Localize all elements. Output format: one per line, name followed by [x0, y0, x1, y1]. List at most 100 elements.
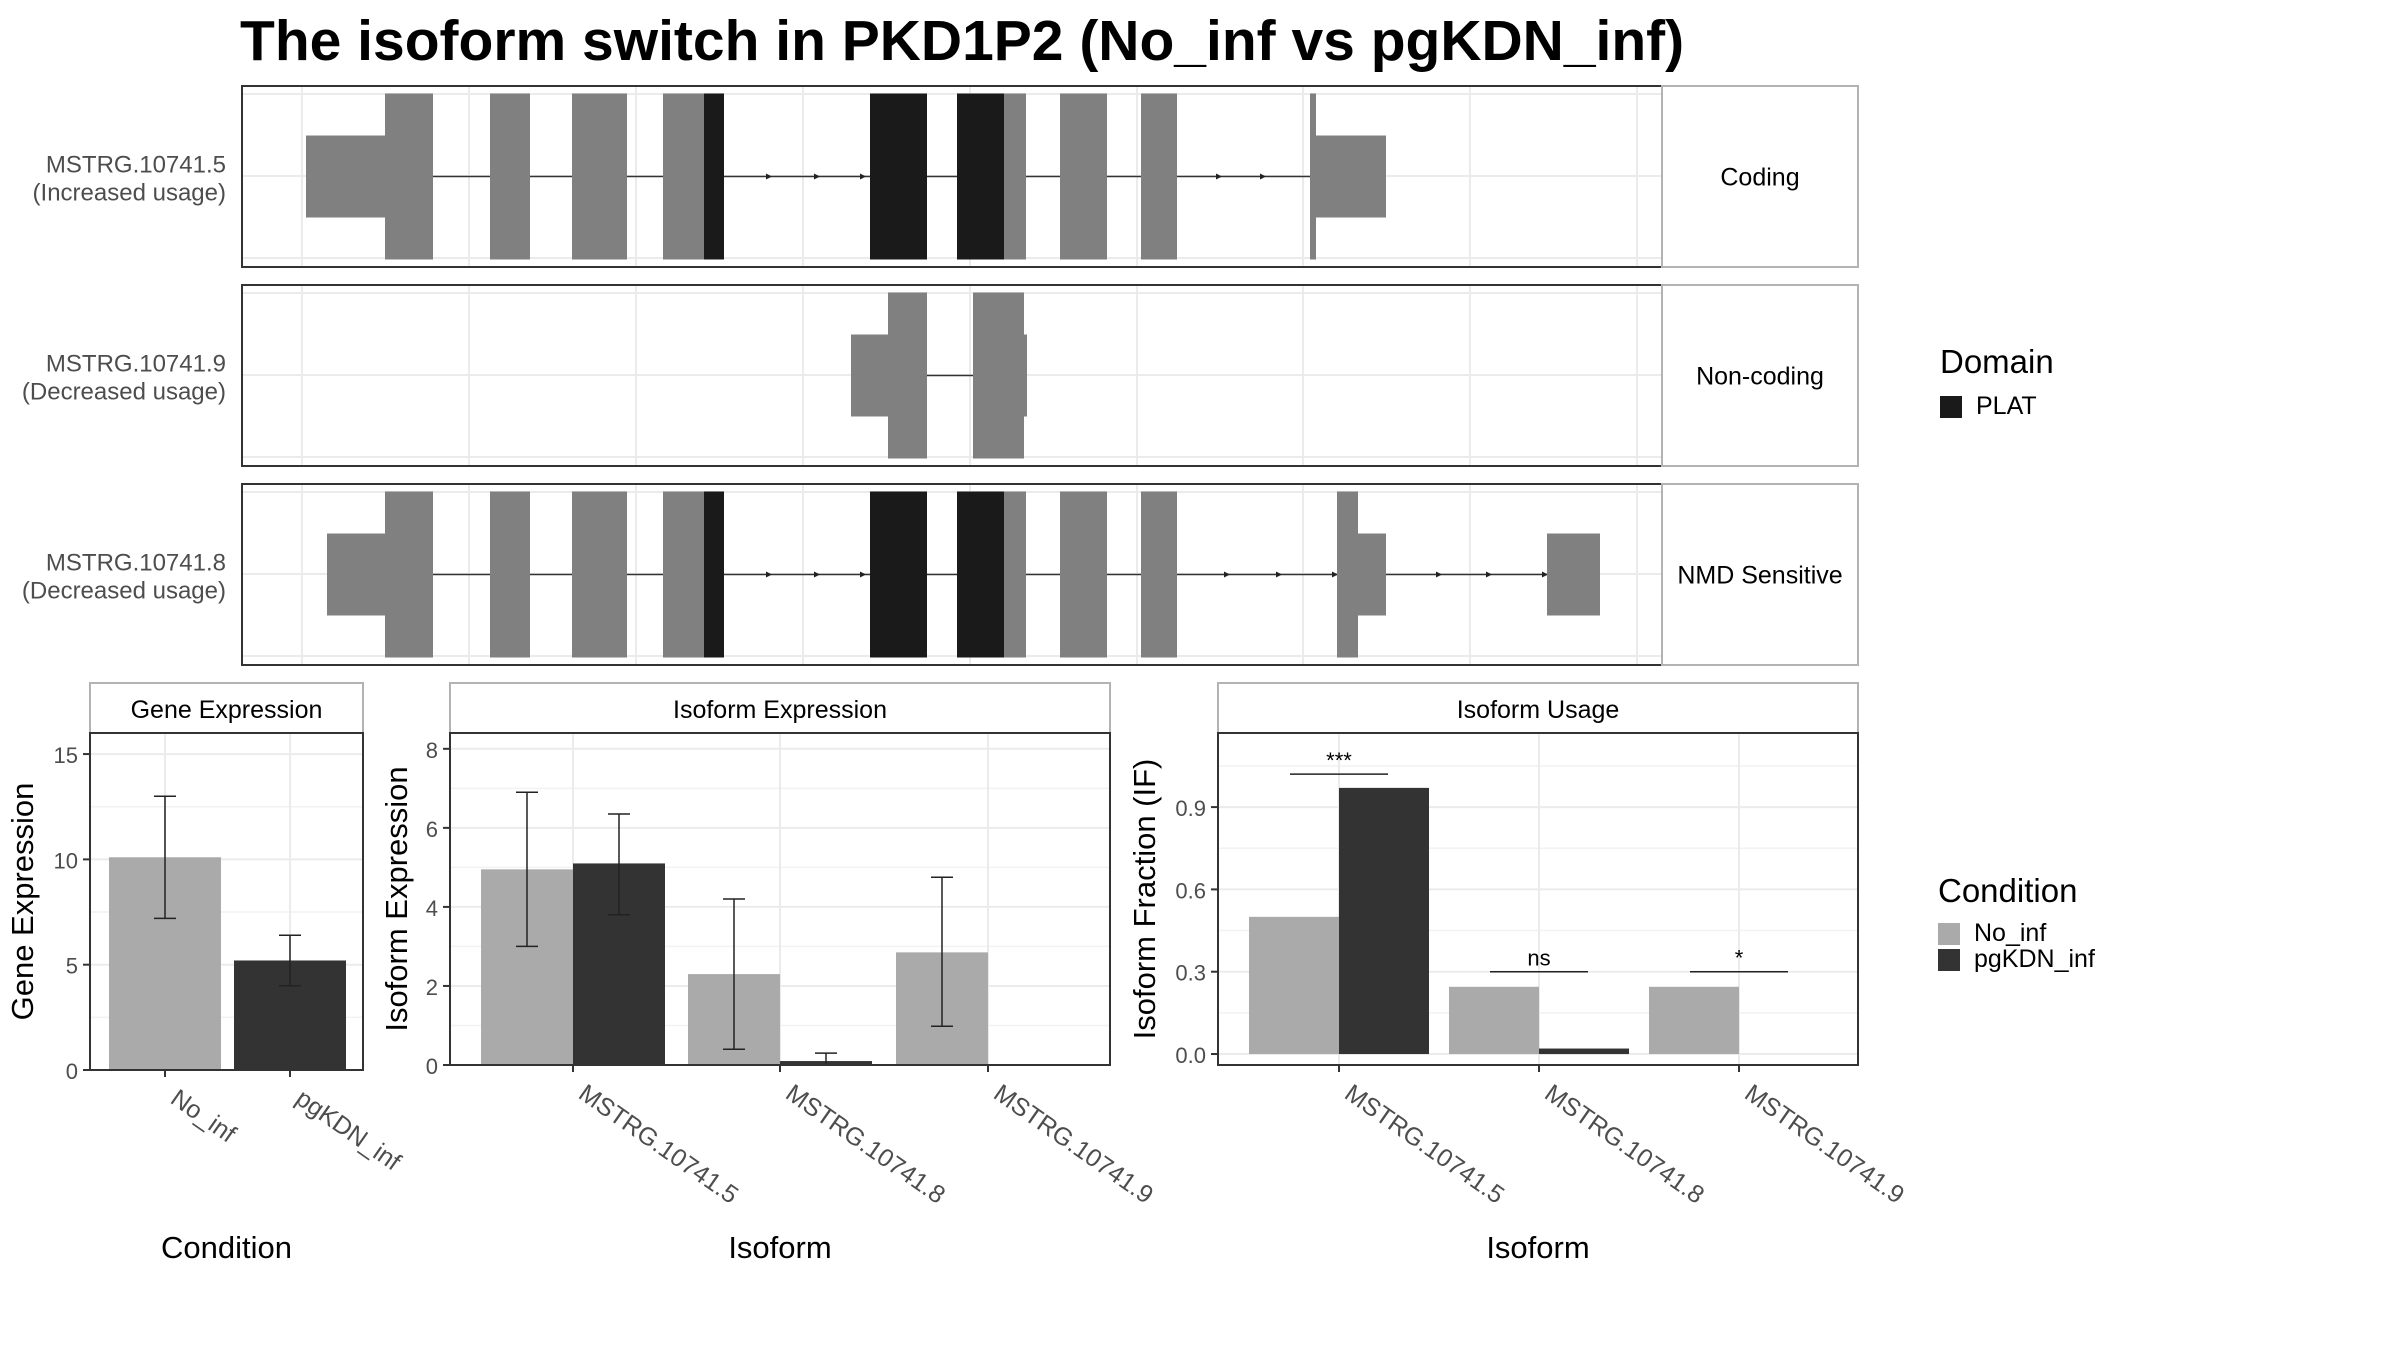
track-category-strip [1661, 85, 1859, 268]
exon-block [1316, 135, 1386, 218]
y-tick-label: 0.3 [1175, 961, 1206, 986]
intron-arrow [1260, 173, 1266, 180]
intron-arrow [814, 173, 820, 180]
track-category-strip [1661, 483, 1859, 666]
exon-block [851, 334, 888, 417]
x-axis-title: Isoform [728, 1230, 831, 1265]
exon-block [663, 491, 704, 658]
condition-legend-item-no-inf: No_inf [1938, 919, 2046, 948]
intron-arrow [1216, 173, 1222, 180]
exon-block [1358, 533, 1386, 616]
exon-block [1141, 93, 1177, 260]
chart-title-strip [1217, 682, 1859, 734]
plat-domain-exon [957, 491, 1004, 658]
y-axis-title: Gene Expression [5, 783, 40, 1021]
domain-legend-item-plat: PLAT [1940, 392, 2037, 421]
x-tick-label: MSTRG.10741.5 [574, 1079, 744, 1210]
intron-arrow [1542, 571, 1548, 578]
condition-legend-swatch [1938, 948, 1960, 971]
y-tick-label: 0.6 [1175, 878, 1206, 903]
condition-legend-label: pgKDN_inf [1974, 945, 2095, 973]
y-tick-label: 0 [426, 1054, 438, 1079]
plat-domain-exon [870, 93, 927, 260]
chart-title: Isoform Expression [673, 696, 887, 724]
exon-block [1004, 491, 1026, 658]
track-usage-label: (Increased usage) [33, 180, 226, 207]
exon-block [572, 93, 627, 260]
significance-label: *** [1326, 748, 1352, 773]
y-tick-label: 0.0 [1175, 1043, 1206, 1068]
y-tick-label: 6 [426, 817, 438, 842]
y-tick-label: 15 [54, 743, 78, 768]
track-isoform-id: MSTRG.10741.5 [46, 152, 226, 179]
intron-arrow [814, 571, 820, 578]
exon-block [1004, 93, 1026, 260]
x-tick-label: MSTRG.10741.8 [781, 1079, 951, 1210]
track-category-label: Non-coding [1696, 363, 1824, 391]
y-axis-title: Isoform Fraction (IF) [1127, 759, 1162, 1040]
exon-block [1310, 93, 1316, 260]
chart-title-strip [449, 682, 1111, 734]
track-category-label: NMD Sensitive [1677, 562, 1842, 590]
exon-block [663, 93, 704, 260]
y-tick-label: 0.9 [1175, 796, 1206, 821]
x-tick-label: MSTRG.10741.9 [1740, 1079, 1910, 1210]
x-tick-label: MSTRG.10741.5 [1340, 1079, 1510, 1210]
chart-title: Gene Expression [131, 696, 323, 724]
y-tick-label: 8 [426, 738, 438, 763]
exon-block [490, 491, 530, 658]
chart-panel-border [89, 732, 364, 1071]
plat-domain-exon [870, 491, 927, 658]
x-tick-label: No_inf [166, 1084, 241, 1148]
exon-block [385, 491, 433, 658]
exon-block [327, 533, 385, 616]
track-isoform-id: MSTRG.10741.8 [46, 550, 226, 577]
plat-domain-exon [704, 491, 724, 658]
plat-domain-exon [957, 93, 1004, 260]
y-tick-label: 2 [426, 975, 438, 1000]
track-category-label: Coding [1720, 164, 1799, 192]
significance-label: ns [1527, 946, 1550, 971]
intron-arrow [766, 571, 772, 578]
x-axis-title: Condition [161, 1230, 292, 1265]
domain-legend-label: PLAT [1976, 392, 2037, 420]
x-tick-label: MSTRG.10741.8 [1540, 1079, 1710, 1210]
track-isoform-id: MSTRG.10741.9 [46, 351, 226, 378]
intron-arrow [1276, 571, 1282, 578]
condition-legend-label: No_inf [1974, 919, 2047, 947]
bar-No_inf-MSTRG.10741.5 [1249, 916, 1339, 1055]
x-tick-label: MSTRG.10741.9 [989, 1079, 1159, 1210]
y-tick-label: 4 [426, 896, 438, 921]
y-axis-title: Isoform Expression [379, 766, 414, 1031]
exon-block [973, 292, 1024, 459]
track-usage-label: (Decreased usage) [22, 578, 226, 605]
chart-title-strip [89, 682, 364, 734]
intron-arrow [1224, 571, 1230, 578]
condition-legend-item-pgkdn-inf: pgKDN_inf [1938, 945, 2095, 974]
page-title: The isoform switch in PKD1P2 (No_inf vs … [240, 9, 1685, 73]
track-usage-label: (Decreased usage) [22, 379, 226, 406]
intron-arrow [860, 571, 866, 578]
intron-arrow [1332, 571, 1338, 578]
bar-No_inf-MSTRG.10741.9 [1649, 986, 1739, 1055]
exon-block [385, 93, 433, 260]
condition-legend-title: Condition [1938, 872, 2078, 909]
exon-block [1060, 491, 1107, 658]
bar-pgKDN_inf-MSTRG.10741.5 [1339, 787, 1429, 1055]
exon-block [306, 135, 385, 218]
track-category-strip [1661, 284, 1859, 467]
intron-arrow [1486, 571, 1492, 578]
condition-legend-swatch [1938, 922, 1960, 945]
domain-legend-title: Domain [1940, 343, 2054, 380]
bar-pgKDN_inf-MSTRG.10741.8 [1539, 1048, 1629, 1055]
intron-arrow [860, 173, 866, 180]
y-tick-label: 5 [66, 954, 78, 979]
domain-legend-swatch [1940, 395, 1962, 418]
exon-block [1547, 533, 1600, 616]
bar-No_inf-MSTRG.10741.8 [1449, 986, 1539, 1055]
chart-title: Isoform Usage [1457, 696, 1620, 724]
exon-block [1024, 334, 1027, 417]
x-axis-title: Isoform [1486, 1230, 1589, 1265]
